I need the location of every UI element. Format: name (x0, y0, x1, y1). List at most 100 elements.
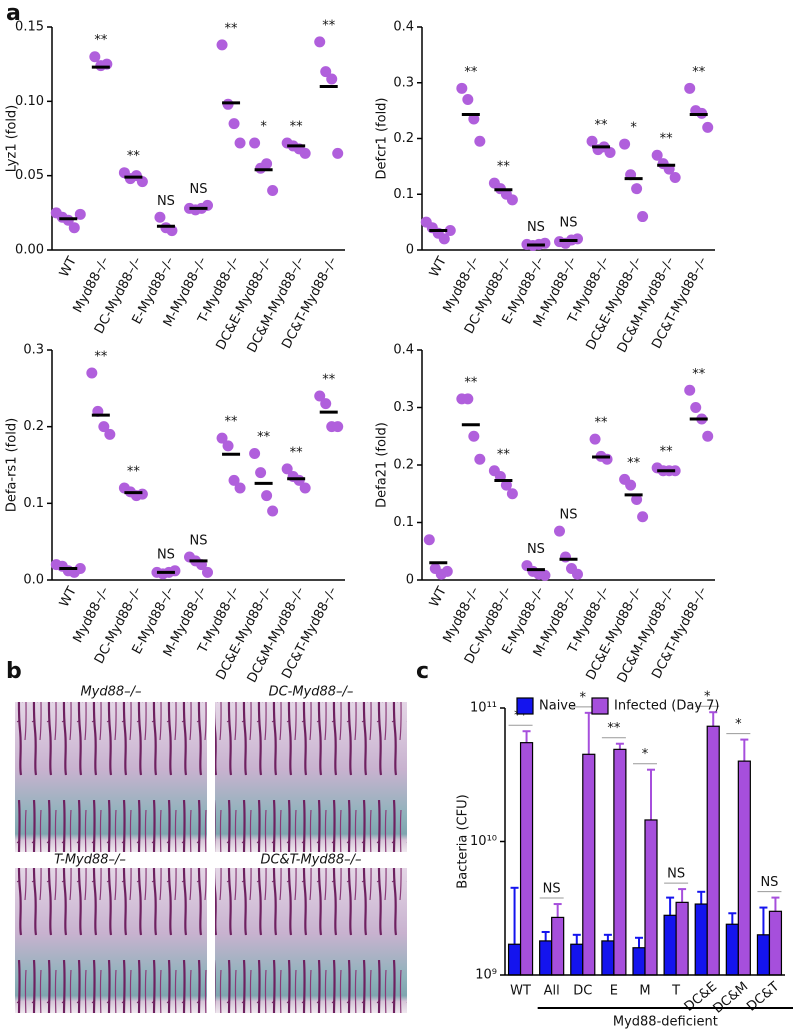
bar (644, 819, 658, 976)
significance: NS (560, 215, 578, 230)
data-point (631, 494, 643, 505)
x-tick-label: DC (573, 984, 592, 999)
bar (694, 903, 708, 976)
significance: ** (595, 416, 609, 431)
data-point (462, 393, 474, 405)
data-point (539, 569, 551, 581)
data-point (281, 463, 293, 475)
significance: NS (543, 882, 561, 897)
histology-caption: Myd88–/– (80, 685, 141, 700)
data-point (506, 194, 518, 206)
data-point (314, 390, 326, 402)
significance: ** (127, 465, 141, 480)
x-tick-label: WT (510, 984, 531, 999)
significance: ** (464, 375, 478, 390)
y-tick-label: 0.00 (15, 243, 44, 258)
significance: NS (190, 182, 208, 197)
y-tick-label: 0 (406, 573, 414, 588)
y-axis-label: Defa-rs1 (fold) (5, 418, 20, 512)
data-point (332, 147, 344, 159)
data-point (74, 208, 86, 220)
data-point (438, 233, 450, 245)
histology-image (15, 868, 207, 1013)
bar (725, 923, 739, 976)
data-point (202, 566, 213, 578)
data-point (314, 36, 326, 48)
bar (519, 742, 534, 976)
group-label: Myd88-deficient (613, 1015, 718, 1030)
significance: ** (290, 445, 304, 460)
histology-image (215, 868, 407, 1013)
significance: ** (692, 65, 706, 80)
y-tick-label: 0.3 (23, 343, 44, 358)
significance: ** (497, 160, 511, 175)
significance: ** (127, 149, 141, 164)
data-point (423, 534, 435, 546)
data-point (136, 176, 148, 188)
bar (539, 940, 553, 976)
data-point (228, 474, 240, 486)
significance: * (630, 121, 637, 136)
data-point (456, 82, 468, 94)
y-tick-label: 10⁹ (475, 968, 497, 983)
data-point (637, 211, 649, 223)
data-point (625, 479, 637, 491)
y-tick-label: 0.1 (23, 496, 44, 511)
significance: ** (94, 33, 108, 48)
significance: ** (464, 65, 478, 80)
data-point (320, 398, 332, 410)
histology-caption: T-Myd88–/– (54, 853, 126, 868)
bar (601, 940, 615, 976)
data-point (462, 93, 474, 105)
bar (582, 753, 596, 976)
bar (507, 943, 522, 976)
data-point (572, 233, 583, 245)
significance: ** (225, 21, 239, 36)
y-axis-label: Bacteria (CFU) (456, 794, 471, 888)
y-tick-label: 0.2 (393, 458, 414, 473)
y-axis-label: Defa21 (fold) (375, 422, 390, 508)
y-tick-label: 0.2 (393, 131, 414, 146)
data-point (326, 73, 338, 85)
data-point (216, 39, 228, 51)
x-tick-label: WT (427, 254, 450, 279)
data-point (474, 135, 486, 147)
significance: ** (607, 721, 621, 736)
data-point (234, 482, 246, 494)
data-point (500, 479, 512, 491)
significance: NS (667, 867, 685, 882)
data-point (539, 237, 551, 249)
data-point (586, 135, 598, 147)
bar (663, 914, 677, 976)
data-point (619, 138, 631, 150)
y-tick-label: 0.10 (15, 94, 44, 109)
significance: * (580, 690, 587, 705)
significance: NS (560, 508, 578, 523)
data-point (136, 488, 148, 500)
y-tick-label: 0 (406, 243, 414, 258)
data-point (68, 222, 80, 234)
data-point (255, 467, 267, 479)
y-tick-label: 0.1 (393, 187, 414, 202)
data-point (249, 448, 261, 459)
data-point (228, 118, 240, 130)
x-tick-label: WT (57, 254, 80, 279)
significance: ** (660, 444, 674, 459)
data-point (86, 367, 98, 379)
data-point (234, 137, 246, 149)
data-point (589, 433, 601, 445)
data-point (444, 224, 456, 236)
y-tick-label: 0.2 (23, 419, 44, 434)
significance: ** (322, 18, 336, 33)
y-tick-label: 0.4 (393, 343, 414, 358)
y-tick-label: 10¹⁰ (470, 834, 497, 849)
significance: * (735, 717, 742, 732)
data-point (474, 453, 486, 465)
data-point (267, 505, 279, 517)
x-tick-label: DC&M (711, 979, 752, 1016)
data-point (702, 121, 714, 133)
data-point (637, 511, 649, 523)
data-point (572, 568, 583, 580)
data-point (74, 563, 86, 574)
